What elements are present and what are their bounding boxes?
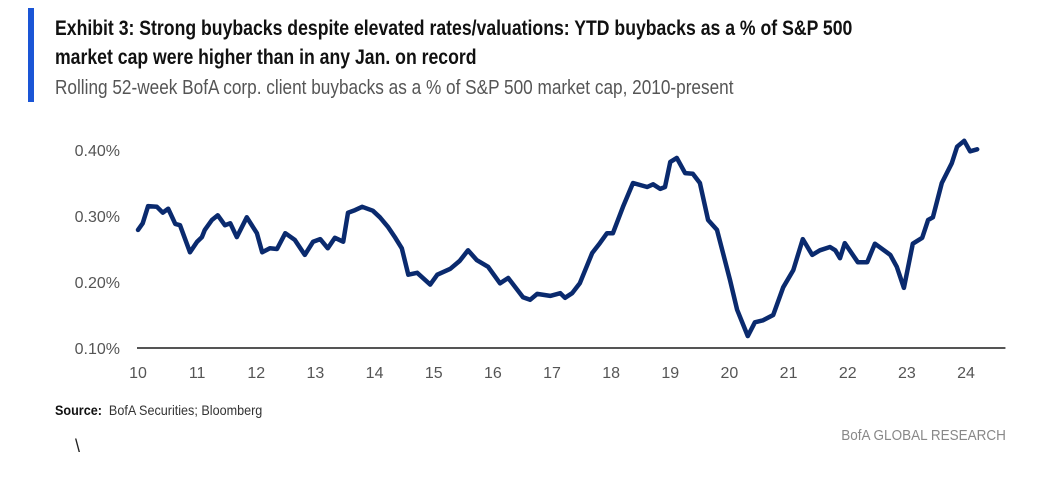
x-tick-label: 13 — [307, 365, 325, 382]
source-note: Source: BofA Securities; Bloomberg — [55, 402, 262, 418]
source-text: BofA Securities; Bloomberg — [108, 402, 263, 418]
x-tick-label: 12 — [247, 365, 265, 382]
y-tick-label: 0.20% — [75, 275, 120, 292]
x-tick-label: 19 — [661, 365, 679, 382]
chart-title-line-1: Exhibit 3: Strong buybacks despite eleva… — [55, 17, 853, 40]
x-tick-label: 18 — [602, 365, 620, 382]
series-line — [135, 138, 980, 339]
y-tick-label: 0.10% — [75, 341, 120, 358]
stray-mark: \ — [75, 436, 81, 456]
y-tick-label: 0.40% — [75, 143, 120, 160]
x-tick-label: 21 — [780, 365, 798, 382]
x-tick-label: 10 — [129, 365, 147, 382]
x-tick-label: 24 — [957, 365, 975, 382]
x-tick-label: 14 — [366, 365, 384, 382]
line-chart: 0.10% 0.20% 0.30% 0.40% 10 11 12 13 14 15 16 17 18 19… — [75, 138, 1006, 382]
x-tick-label: 16 — [484, 365, 502, 382]
source-label: Source: — [55, 402, 102, 418]
x-tick-label: 11 — [189, 365, 206, 382]
y-tick-label: 0.30% — [75, 209, 120, 226]
chart-title-line-2: market cap were higher than in any Jan. … — [55, 46, 477, 69]
x-tick-label: 17 — [543, 365, 561, 382]
brand-label: BofA GLOBAL RESEARCH — [841, 427, 1006, 444]
chart-subtitle: Rolling 52-week BofA corp. client buybac… — [55, 77, 734, 99]
x-tick-label: 15 — [425, 365, 443, 382]
accent-bar — [28, 8, 34, 102]
x-tick-label: 22 — [839, 365, 857, 382]
x-tick-label: 20 — [721, 365, 739, 382]
x-tick-label: 23 — [898, 365, 916, 382]
chart-title: Exhibit 3: Strong buybacks despite eleva… — [55, 14, 852, 72]
